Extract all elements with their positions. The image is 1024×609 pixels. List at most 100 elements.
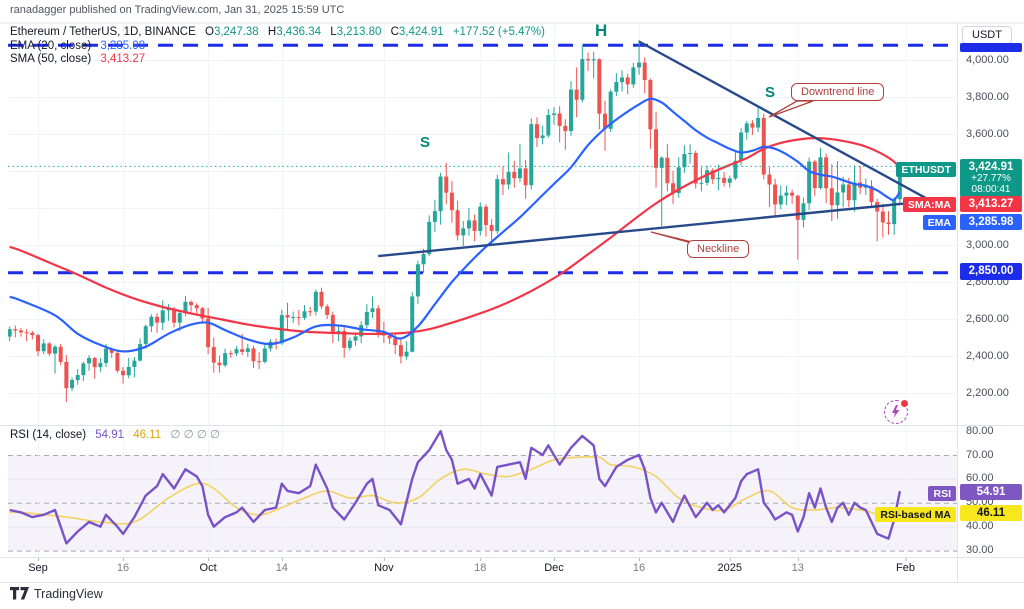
rsi-value: 54.91	[95, 429, 125, 441]
candle-body	[586, 59, 590, 61]
candle-body	[654, 129, 659, 168]
candle-body	[540, 135, 545, 139]
candle-body	[710, 170, 715, 180]
candle-body	[608, 91, 613, 129]
candle-body	[353, 336, 358, 341]
candle-body	[846, 184, 851, 201]
candle-body	[500, 179, 505, 185]
candle-body	[835, 192, 840, 206]
candle-body	[432, 211, 437, 222]
candle-body	[262, 348, 267, 362]
support-level-badge: 2,850.00	[960, 263, 1022, 280]
candle-body	[234, 349, 239, 354]
rsi-legend-row[interactable]: RSI (14, close) 54.91 46.11 ∅ ∅ ∅ ∅	[10, 427, 220, 441]
clipped-price-label	[960, 43, 1022, 52]
candle-body	[223, 353, 228, 366]
candle-body	[172, 309, 177, 323]
candle-body	[359, 325, 364, 337]
candle-body	[591, 59, 596, 61]
candle-body	[291, 316, 296, 318]
candle-body	[36, 335, 41, 352]
chart-legend: Ethereum / TetherUS, 1D, BINANCE O3,247.…	[10, 26, 551, 67]
candle-body	[778, 195, 783, 205]
time-tick-label: Nov	[374, 562, 394, 574]
candle-body	[546, 114, 551, 136]
symbol-title: Ethereum / TetherUS, 1D, BINANCE	[10, 26, 196, 38]
candle-body	[58, 346, 63, 362]
candle-body	[483, 206, 488, 226]
candle-body	[200, 308, 205, 319]
candle-body	[489, 225, 494, 232]
candle-body	[750, 123, 755, 128]
candle-body	[784, 192, 789, 196]
trendline	[378, 199, 934, 258]
candle-body	[251, 348, 256, 362]
candle-body	[659, 157, 664, 168]
lightning-action-button[interactable]	[884, 399, 909, 424]
left-shoulder-label[interactable]: S	[420, 134, 431, 151]
candle-body	[47, 343, 52, 354]
rsi-line	[9, 429, 902, 545]
candle-body	[744, 123, 749, 133]
candle-body	[104, 348, 109, 364]
candle-body	[756, 117, 761, 128]
candle-body	[285, 315, 290, 318]
legend-ema-row[interactable]: EMA (20, close) 3,285.98	[10, 40, 551, 54]
candle-body	[818, 157, 823, 189]
candle-body	[387, 335, 392, 339]
candle-body	[206, 318, 211, 348]
candle-body	[841, 184, 846, 193]
change-readout: +177.52 (+5.47%)	[452, 26, 545, 38]
legend-symbol-row[interactable]: Ethereum / TetherUS, 1D, BINANCE O3,247.…	[10, 26, 551, 40]
candle-body	[568, 89, 573, 132]
last-price-value: 3,424.91	[968, 161, 1014, 173]
candle-body	[115, 352, 120, 371]
candle-body	[313, 291, 318, 312]
candle-body	[132, 360, 137, 367]
candle-body	[648, 79, 653, 130]
candle-body	[342, 331, 347, 348]
candle-body	[393, 338, 398, 346]
candle-body	[495, 179, 500, 232]
candle-body	[597, 59, 602, 114]
rsi-band	[8, 455, 957, 551]
time-axis[interactable]: Sep 16 Oct 14 Nov 18 Dec 16 2025 13 Feb	[0, 558, 957, 582]
legend-sma-row[interactable]: SMA (50, close) 3,413.27	[10, 53, 551, 67]
candle-body	[727, 178, 732, 183]
ema-label: EMA (20, close)	[10, 39, 92, 52]
price-tick-label: 2,200.00	[966, 386, 1009, 399]
time-tick-label: 18	[474, 562, 487, 574]
candle-body	[529, 124, 534, 186]
candle-body	[138, 343, 143, 361]
candle-body	[325, 306, 330, 315]
head-label[interactable]: H	[595, 21, 608, 40]
candle-body	[211, 347, 216, 363]
tradingview-brand[interactable]: TradingView	[10, 587, 103, 601]
candle-body	[155, 316, 160, 323]
candle-body	[194, 305, 199, 309]
neckline-callout[interactable]: Neckline	[687, 240, 750, 258]
downtrend-callout[interactable]: Downtrend line	[791, 83, 885, 101]
right-shoulder-label[interactable]: S	[765, 84, 776, 101]
price-tick-label: 2,400.00	[966, 349, 1009, 362]
sma-badge-chip: SMA:MA	[902, 197, 956, 212]
candle-body	[126, 366, 131, 376]
candle-body	[438, 176, 443, 212]
candle-body	[19, 330, 23, 333]
candle-body	[773, 184, 778, 205]
ohlc-low: L3,213.80	[330, 26, 382, 38]
ema20-line	[9, 97, 901, 353]
candle-body	[64, 361, 69, 389]
time-tick-label: 16	[632, 562, 646, 574]
candle-body	[308, 311, 313, 313]
time-tick-label: Dec	[544, 562, 564, 574]
candle-body	[70, 380, 75, 389]
sma50-line	[9, 136, 901, 336]
candle-body	[13, 329, 18, 331]
candle-body	[671, 183, 676, 194]
candle-body	[75, 375, 80, 381]
candle-body	[824, 157, 829, 189]
ohlc-close: C3,424.91	[390, 26, 444, 38]
candle-body	[177, 313, 182, 323]
